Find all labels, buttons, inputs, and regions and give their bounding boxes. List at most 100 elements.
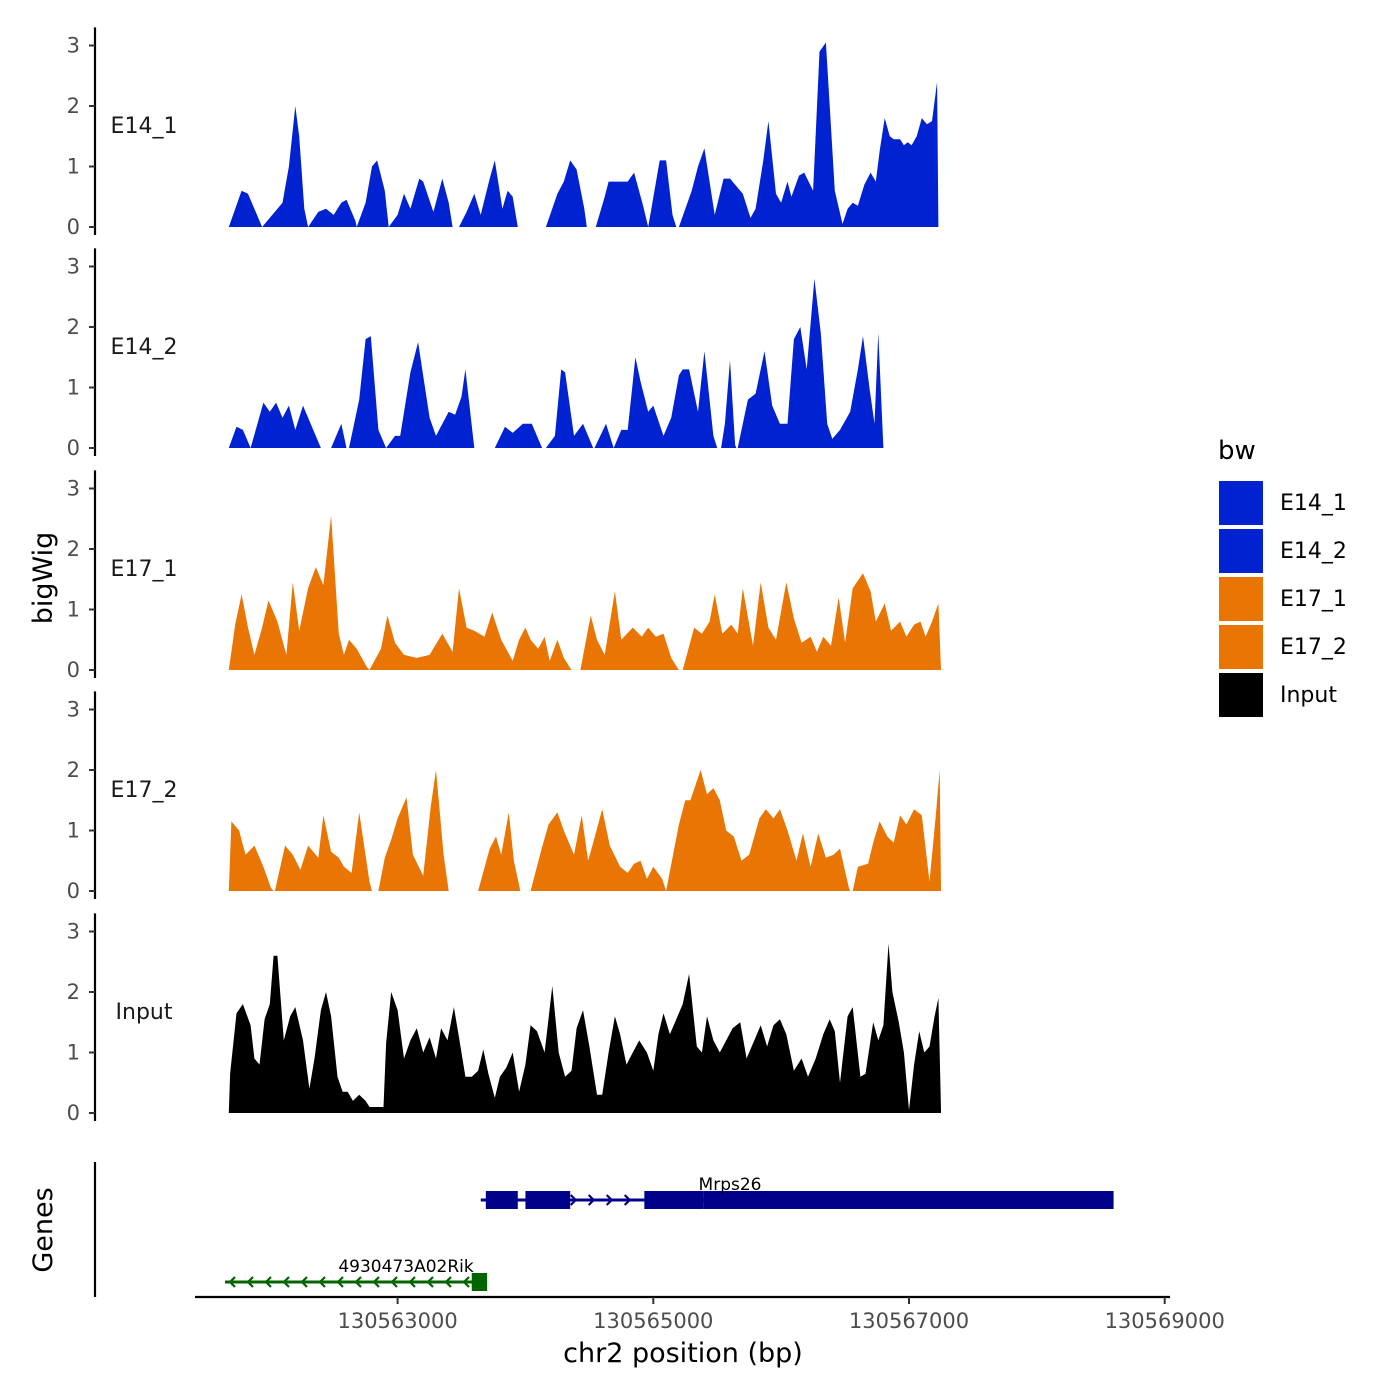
strand-arrow-icon [462, 1276, 470, 1288]
y-tick-label: 3 [67, 255, 80, 279]
legend-label-e14-1: E14_1 [1280, 491, 1347, 516]
signal-area-e14-1 [308, 199, 357, 227]
y-tick-label: 0 [67, 215, 80, 239]
signal-area-e14-1 [678, 42, 939, 227]
x-tick-label: 130567000 [849, 1309, 969, 1333]
x-axis: 130563000 130565000 130567000 130569000 [195, 1295, 1225, 1333]
signal-area-e14-2 [721, 360, 737, 448]
signal-area-e17-2 [530, 809, 667, 891]
y-tick-label: 0 [67, 658, 80, 682]
y-tick-label: 2 [67, 315, 80, 339]
y-tick-label: 2 [67, 758, 80, 782]
y-tick-label: 3 [67, 920, 80, 944]
strand-arrow-icon [444, 1276, 452, 1288]
signal-area-e14-1 [388, 178, 453, 227]
signal-area-e14-2 [545, 369, 594, 448]
legend: bw E14_1 E14_2 E17_1 E17_2 Input [1217, 436, 1347, 719]
y-tick-label: 2 [67, 94, 80, 118]
signal-area-e14-2 [250, 402, 321, 448]
x-tick-label: 130569000 [1105, 1309, 1225, 1333]
track-label-e14-2: E14_2 [111, 335, 178, 360]
y-tick-label: 0 [67, 436, 80, 460]
track-e14-1: 0 1 2 3 E14_1 [67, 27, 939, 239]
signal-area-e14-1 [228, 190, 263, 227]
track-label-e14-1: E14_1 [111, 114, 178, 139]
strand-arrow-icon [587, 1194, 596, 1206]
signal-area-e17-2 [666, 770, 851, 891]
signal-area-e17-2 [274, 812, 372, 891]
signal-area-e17-1 [369, 588, 572, 670]
gene-4930473a02rik: 4930473A02Rik [225, 1257, 488, 1291]
gene-mrps26: Mrps26 [480, 1175, 1114, 1209]
gene-label: Mrps26 [699, 1175, 762, 1195]
track-label-e17-1: E17_1 [111, 557, 178, 582]
strand-arrow-icon [318, 1276, 326, 1288]
track-input: 0 1 2 3 Input [67, 913, 942, 1125]
signal-area-e14-2 [228, 426, 251, 448]
signal-area-e17-2 [478, 812, 521, 891]
x-tick-label: 130565000 [593, 1309, 713, 1333]
legend-swatch-e14-2 [1217, 527, 1265, 575]
signal-area-e17-2 [378, 770, 449, 891]
signal-area-e14-2 [613, 351, 718, 448]
strand-arrow-icon [408, 1276, 416, 1288]
signal-area-e14-2 [594, 423, 614, 448]
signal-area-e14-2 [331, 336, 387, 448]
y-tick-label: 2 [67, 980, 80, 1004]
legend-title: bw [1218, 436, 1256, 466]
signal-area-e14-2 [386, 342, 475, 448]
signal-area-e17-1 [682, 573, 941, 670]
legend-label-e17-2: E17_2 [1280, 635, 1347, 660]
signal-area-e17-2 [852, 770, 941, 891]
track-label-e17-2: E17_2 [111, 778, 178, 803]
strand-arrow-icon [264, 1276, 272, 1288]
track-e17-1: 0 1 2 3 E17_1 [67, 470, 941, 682]
strand-arrow-icon [390, 1276, 398, 1288]
strand-arrow-icon [605, 1194, 614, 1206]
signal-area-e17-1 [228, 515, 370, 670]
legend-label-e14-2: E14_2 [1280, 539, 1347, 564]
signal-area-e14-1 [648, 160, 677, 227]
signal-area-input [228, 943, 942, 1113]
signal-area-e14-1 [356, 160, 389, 227]
y-tick-label: 1 [67, 1041, 80, 1065]
legend-swatch-input [1217, 671, 1265, 719]
y-axis-title: bigWig [28, 532, 59, 625]
y-tick-label: 1 [67, 819, 80, 843]
exon [525, 1191, 571, 1209]
x-axis-title: chr2 position (bp) [563, 1338, 803, 1369]
legend-label-e17-1: E17_1 [1280, 587, 1347, 612]
strand-arrow-icon [569, 1194, 578, 1206]
signal-area-e14-2 [494, 423, 543, 448]
genes-track-title: Genes [28, 1187, 59, 1272]
strand-arrow-icon [336, 1276, 344, 1288]
legend-swatch-e17-2 [1217, 623, 1265, 671]
exon [485, 1191, 518, 1209]
bigwig-tracks: 0 1 2 3 E14_1 0 1 2 3 E14_2 0 1 2 3 E17_1 0 1 2 3 E17_2 0 1 2 3… [67, 27, 942, 1125]
signal-area-e14-1 [262, 106, 309, 227]
track-e14-2: 0 1 2 3 E14_2 [67, 248, 884, 460]
track-label-input: Input [116, 1000, 173, 1025]
x-tick-label: 130563000 [337, 1309, 457, 1333]
y-tick-label: 3 [67, 698, 80, 722]
strand-arrow-icon [282, 1276, 290, 1288]
y-tick-label: 1 [67, 376, 80, 400]
strand-arrow-icon [246, 1276, 254, 1288]
y-tick-label: 1 [67, 155, 80, 179]
genes-track: 4930473A02Rik Mrps26 [93, 1162, 1114, 1297]
y-tick-label: 0 [67, 879, 80, 903]
exon [703, 1191, 1114, 1209]
strand-arrow-icon [300, 1276, 308, 1288]
strand-arrow-icon [426, 1276, 434, 1288]
signal-area-e14-2 [737, 278, 884, 448]
signal-area-e17-2 [228, 821, 274, 891]
track-e17-2: 0 1 2 3 E17_2 [67, 691, 941, 903]
strand-arrow-icon [228, 1276, 236, 1288]
legend-label-input: Input [1280, 683, 1337, 708]
strand-arrow-icon [354, 1276, 362, 1288]
legend-swatch-e17-1 [1217, 575, 1265, 623]
strand-arrow-icon [372, 1276, 380, 1288]
strand-arrow-icon [623, 1194, 632, 1206]
y-tick-label: 3 [67, 34, 80, 58]
signal-area-e14-1 [595, 172, 649, 227]
